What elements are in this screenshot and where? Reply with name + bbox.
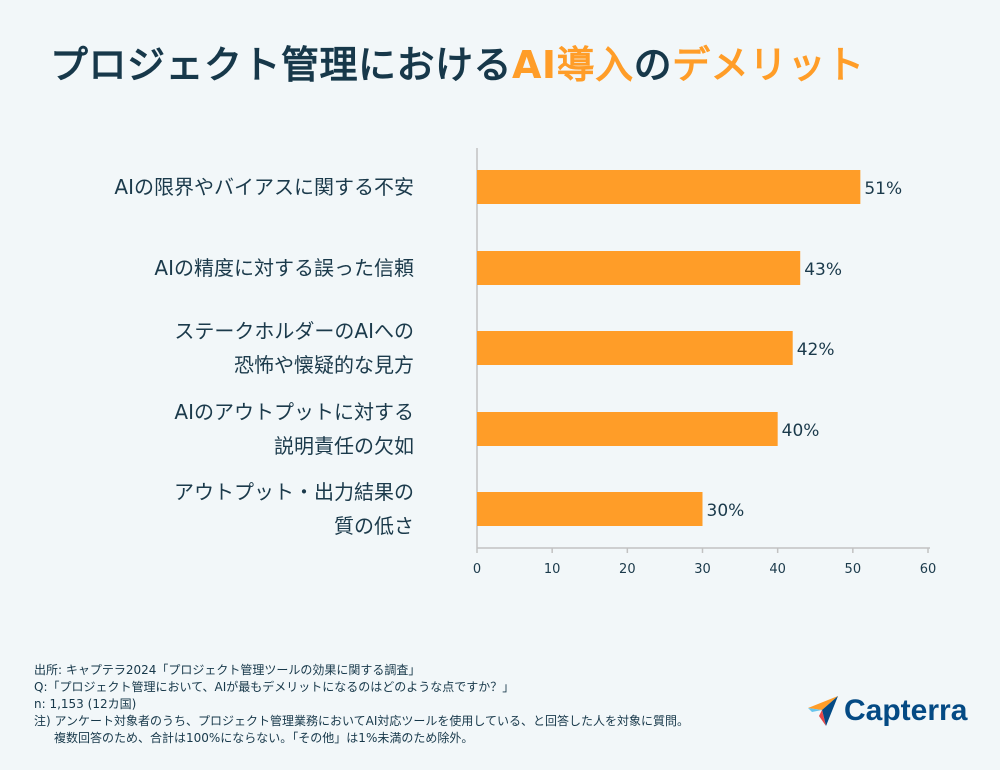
capterra-arrow-icon xyxy=(808,696,838,726)
bar-value-label: 42% xyxy=(797,340,835,360)
x-tick-label: 0 xyxy=(473,562,481,577)
title-part-1: プロジェクト管理における xyxy=(50,43,513,87)
category-label: 説明責任の欠如 xyxy=(274,434,414,458)
capterra-logo: Capterra xyxy=(806,694,967,728)
title-part-2: AI導入 xyxy=(512,43,634,87)
chart-title: プロジェクト管理におけるAI導入のデメリット xyxy=(50,34,865,89)
footnote-note-2: 複数回答のため、合計は100%にならない。「その他」は1%未満のため除外。 xyxy=(54,731,474,745)
category-label: 質の低さ xyxy=(334,514,414,538)
bar xyxy=(477,251,801,285)
footnote-question: Q:「プロジェクト管理において、AIが最もデメリットになるのはどのような点ですか… xyxy=(34,680,515,694)
bar xyxy=(477,331,793,365)
bar xyxy=(477,492,703,526)
footnote-sample-size: n: 1,153 (12カ国) xyxy=(34,697,137,711)
capterra-wordmark: Capterra xyxy=(844,694,968,727)
footnote-source: 出所: キャプテラ2024「プロジェクト管理ツールの効果に関する調査」 xyxy=(34,663,421,677)
category-label: AIの限界やバイアスに関する不安 xyxy=(114,175,414,199)
title-part-3: の xyxy=(633,43,673,87)
footnote: 出所: キャプテラ2024「プロジェクト管理ツールの効果に関する調査」 Q:「プ… xyxy=(34,662,689,747)
x-tick-label: 30 xyxy=(694,562,711,577)
category-label: ステークホルダーのAIへの xyxy=(174,319,414,343)
x-tick-label: 20 xyxy=(619,562,636,577)
bar-value-label: 30% xyxy=(707,501,745,521)
bar-value-label: 43% xyxy=(804,260,842,280)
bar-chart: 0 10 20 30 40 50 60 51% AIの限界やバイアスに関する不安 43% AIの精度… xyxy=(114,148,937,577)
bar-value-label: 40% xyxy=(782,421,820,441)
bar xyxy=(477,170,861,204)
category-label: AIの精度に対する誤った信頼 xyxy=(154,256,414,280)
x-tick-label: 10 xyxy=(544,562,561,577)
footnote-note: 注) アンケート対象者のうち、プロジェクト管理業務においてAI対応ツールを使用し… xyxy=(34,714,690,728)
bar-value-label: 51% xyxy=(864,179,902,199)
x-tick-label: 40 xyxy=(769,562,786,577)
title-part-4: デメリット xyxy=(672,43,865,87)
bar xyxy=(477,412,778,446)
category-label: アウトプット・出力結果の xyxy=(174,480,414,504)
category-label: 恐怖や懐疑的な見方 xyxy=(234,353,414,377)
x-tick-label: 50 xyxy=(845,562,862,577)
x-tick-label: 60 xyxy=(920,562,937,577)
category-label: AIのアウトプットに対する xyxy=(174,400,414,424)
